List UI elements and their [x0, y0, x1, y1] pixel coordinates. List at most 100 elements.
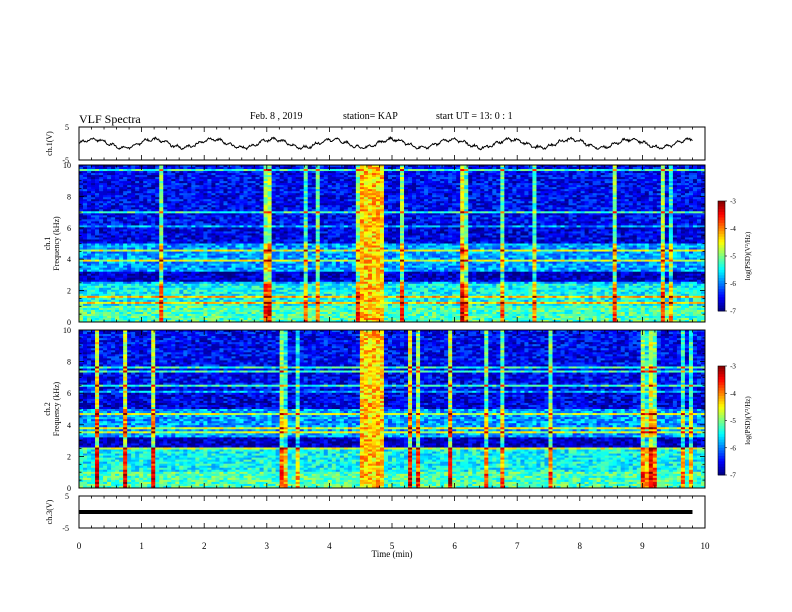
spectrogram-cell — [115, 193, 120, 196]
spectrogram-cell — [103, 255, 108, 258]
spectrogram-cell — [135, 185, 140, 188]
spectrogram-cell — [103, 297, 108, 301]
spectrogram-cell — [115, 259, 120, 263]
spectrogram-cell — [79, 261, 84, 265]
spectrogram-cell — [135, 311, 140, 315]
spectrogram-cell — [79, 189, 84, 192]
spectrogram-cell — [79, 177, 84, 180]
spectrogram-cell — [131, 305, 136, 309]
spectrogram-cell — [135, 271, 140, 275]
spectrogram-cell — [83, 251, 88, 254]
spectrogram-cell — [115, 211, 120, 214]
spectrogram-cell — [103, 167, 108, 170]
spectrogram-cell — [107, 263, 112, 267]
spectrogram-cell — [135, 175, 140, 178]
spectrogram-cell — [119, 289, 124, 293]
spectrogram-cell — [115, 255, 120, 258]
spectrogram-cell — [127, 223, 132, 226]
spectrogram-cell — [95, 215, 100, 218]
spectrogram-cell — [115, 177, 120, 180]
spectrogram-cell — [127, 199, 132, 202]
spectrogram-cell — [107, 265, 112, 269]
spectrogram-cell — [99, 285, 104, 289]
spectrogram-cell — [127, 275, 132, 279]
spectrogram-cell — [111, 217, 116, 220]
spectrogram-cell — [87, 179, 92, 182]
spectrogram-cell — [79, 171, 84, 174]
spectrogram-cell — [103, 197, 108, 200]
spectrogram-cell — [135, 209, 140, 212]
spectrogram-cell — [127, 195, 132, 198]
spectrogram-cell — [115, 309, 120, 313]
spectrogram-cell — [91, 237, 96, 240]
spectrogram-cell — [111, 267, 116, 271]
spectrogram-cell — [111, 275, 116, 279]
spectrogram-cell — [79, 303, 84, 307]
spectrogram-cell — [99, 269, 104, 273]
spectrogram-cell — [131, 303, 136, 307]
spectrogram-cell — [103, 203, 108, 206]
spectrogram-cell — [115, 301, 120, 305]
start-time-label: start UT = 13: 0 : 1 — [436, 111, 513, 122]
spectrogram-cell — [139, 187, 144, 190]
spectrogram-cell — [123, 233, 128, 236]
spectrogram-cell — [95, 243, 100, 246]
spectrogram-cell — [139, 265, 144, 269]
spectrogram-cell — [115, 279, 120, 283]
spectrogram-cell — [83, 319, 88, 323]
spectrogram-cell — [83, 189, 88, 192]
spectrogram-cell — [103, 239, 108, 242]
spectrogram-cell — [127, 229, 132, 232]
spectrogram-cell — [119, 299, 124, 303]
spectrogram-cell — [83, 253, 88, 256]
spectrogram-cell — [123, 293, 128, 297]
spectrogram-cell — [107, 257, 112, 260]
spectrogram-cell — [107, 183, 112, 186]
spectrogram-cell — [115, 273, 120, 277]
spectrogram-cell — [103, 275, 108, 279]
spectrogram-cell — [83, 279, 88, 283]
spectrogram-cell — [99, 315, 104, 319]
spectrogram-cell — [127, 193, 132, 196]
spectrogram-cell — [139, 197, 144, 200]
spectrogram-cell — [91, 269, 96, 273]
spectrogram-cell — [127, 247, 132, 250]
spectrogram-cell — [91, 317, 96, 321]
spectrogram-cell — [83, 273, 88, 277]
spectrogram-cell — [131, 251, 136, 254]
spectrogram-cell — [107, 181, 112, 184]
spectrogram-cell — [119, 249, 124, 252]
spectrogram-cell — [83, 299, 88, 303]
spectrogram-cell — [87, 213, 92, 216]
spectrogram-cell — [119, 297, 124, 301]
spectrogram-cell — [111, 241, 116, 244]
spectrogram-cell — [107, 243, 112, 246]
spectrogram-cell — [139, 193, 144, 196]
spectrogram-cell — [135, 317, 140, 321]
spectrogram-cell — [103, 289, 108, 293]
spectrogram-cell — [107, 221, 112, 224]
spectrogram-cell — [107, 295, 112, 299]
spectrogram-cell — [115, 241, 120, 244]
spectrogram-cell — [123, 269, 128, 273]
spectrogram-cell — [111, 291, 116, 295]
spectrogram-cell — [135, 169, 140, 172]
spectrogram-cell — [123, 241, 128, 244]
spectrogram-cell — [107, 171, 112, 174]
spectrogram-cell — [103, 205, 108, 208]
spectrogram-cell — [87, 281, 92, 285]
spectrogram-cell — [87, 283, 92, 287]
spectrogram-cell — [99, 187, 104, 190]
spectrogram-cell — [99, 189, 104, 192]
spectrogram-cell — [139, 237, 144, 240]
spectrogram-cell — [135, 225, 140, 228]
spectrogram-cell — [99, 317, 104, 321]
spectrogram-cell — [119, 171, 124, 174]
spectrogram-cell — [119, 227, 124, 230]
spectrogram-cell — [123, 255, 128, 258]
spectrogram-cell — [123, 311, 128, 315]
spectrogram-cell — [99, 263, 104, 267]
spectrogram-cell — [111, 201, 116, 204]
spectrogram-cell — [119, 265, 124, 269]
spectrogram-cell — [123, 187, 128, 190]
